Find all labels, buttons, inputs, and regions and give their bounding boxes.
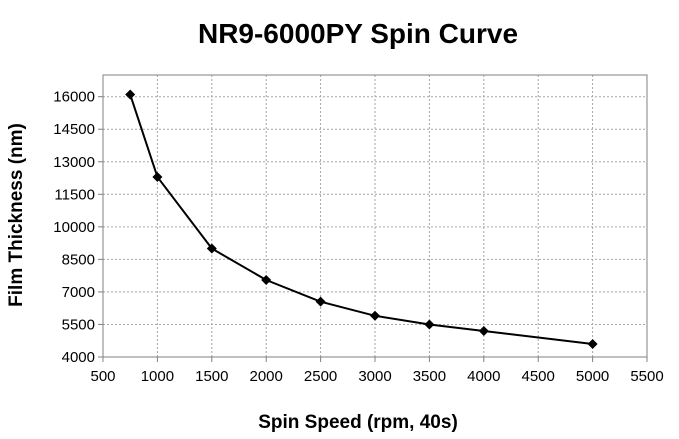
data-point-marker bbox=[587, 338, 598, 349]
data-point-marker bbox=[206, 243, 217, 254]
y-axis-label: Film Thickness (nm) bbox=[6, 123, 27, 307]
x-axis-label: Spin Speed (rpm, 40s) bbox=[258, 412, 458, 433]
data-point-marker bbox=[370, 310, 380, 321]
x-tick-label: 5500 bbox=[630, 368, 663, 385]
y-tick-label: 5500 bbox=[62, 316, 95, 333]
y-tick-label: 4000 bbox=[62, 349, 95, 366]
chart-title: NR9-6000PY Spin Curve bbox=[198, 18, 518, 49]
y-tick-label: 7000 bbox=[62, 284, 95, 301]
y-tick-label: 16000 bbox=[53, 89, 95, 106]
x-tick-label: 3000 bbox=[358, 368, 391, 385]
y-tick-label: 8500 bbox=[62, 251, 95, 268]
y-tick-label: 13000 bbox=[53, 154, 95, 171]
x-tick-label: 2500 bbox=[304, 368, 337, 385]
x-tick-label: 500 bbox=[90, 368, 115, 385]
x-tick-label: 1500 bbox=[195, 368, 228, 385]
series-line bbox=[129, 94, 593, 345]
data-point-marker bbox=[125, 89, 136, 100]
data-point-marker bbox=[261, 274, 272, 285]
x-tick-label: 3500 bbox=[413, 368, 446, 385]
data-point-marker bbox=[424, 319, 435, 330]
y-tick-label: 11500 bbox=[54, 186, 95, 203]
x-tick-label: 4000 bbox=[467, 368, 500, 385]
gridlines bbox=[103, 75, 647, 357]
data-point-marker bbox=[152, 171, 163, 182]
x-tick-label: 5000 bbox=[576, 368, 609, 385]
x-axis-ticks: 500 1000 1500 2000 2500 3000 3500 4000 4500 5000 5… bbox=[90, 357, 664, 385]
x-tick-label: 4500 bbox=[522, 368, 555, 385]
y-tick-label: 14500 bbox=[53, 121, 95, 138]
x-tick-label: 2000 bbox=[250, 368, 283, 385]
x-tick-label: 1000 bbox=[141, 368, 174, 385]
data-series bbox=[125, 89, 598, 349]
y-tick-label: 10000 bbox=[53, 219, 95, 236]
data-point-marker bbox=[478, 325, 489, 336]
data-point-marker bbox=[315, 296, 326, 307]
y-axis-ticks: 4000 5500 7000 8500 10000 11500 13000 14500 1600… bbox=[53, 89, 103, 366]
